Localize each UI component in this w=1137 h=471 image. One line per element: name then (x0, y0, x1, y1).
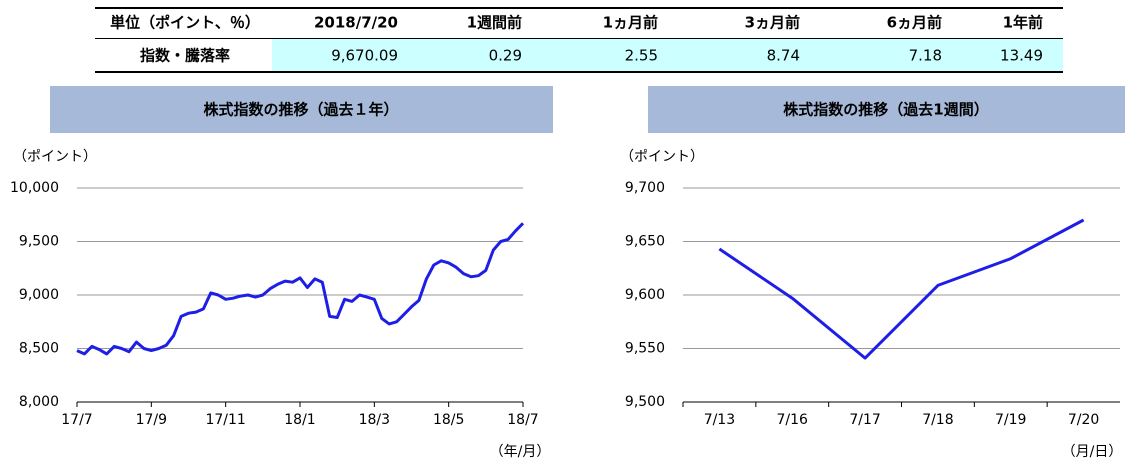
summary-table: 単位（ポイント、％） 2018/7/20 1週間前 1ヵ月前 3ヵ月前 6ヵ月前 1年前指数… (95, 7, 1063, 73)
y-axis-label: （ポイント） (13, 149, 97, 165)
row-label: 単位（ポイント、％） (110, 14, 260, 32)
y-tick-label: 9,700 (625, 180, 665, 196)
row-label: 指数・騰落率 (140, 47, 230, 65)
table-cell: 1ヵ月前 (603, 14, 658, 32)
chart-title: 株式指数の推移（過去1週間） (783, 101, 988, 119)
y-tick-label: 9,000 (19, 287, 59, 303)
x-tick-label: 7/19 (995, 412, 1026, 428)
y-axis-label: （ポイント） (620, 149, 704, 165)
table-cell: 8.74 (767, 47, 800, 65)
chart-title-box (648, 86, 1125, 133)
y-tick-label: 10,000 (10, 180, 59, 196)
x-tick-label: 7/13 (704, 412, 735, 428)
data-line (76, 222, 525, 356)
y-tick-label: 9,650 (625, 234, 665, 250)
y-tick-label: 8,000 (19, 394, 59, 410)
table-cell: 3ヵ月前 (745, 14, 800, 32)
x-tick-label: 18/5 (433, 412, 464, 428)
x-tick-label: 18/1 (284, 412, 315, 428)
table-cell: 1週間前 (467, 14, 522, 32)
chart-title-box (50, 86, 553, 133)
x-tick-label: 18/7 (507, 412, 538, 428)
x-tick-label: 7/16 (777, 412, 809, 428)
x-tick-label: 7/20 (1068, 412, 1099, 428)
x-tick-label: 17/11 (205, 412, 245, 428)
y-tick-label: 9,500 (625, 394, 665, 410)
chart-title: 株式指数の推移（過去１年） (203, 101, 398, 119)
y-tick-label: 9,500 (19, 234, 59, 250)
y-tick-label: 9,600 (625, 287, 665, 303)
table-cell: 7.18 (909, 47, 942, 65)
data-line (718, 218, 1085, 360)
table-cell: 6ヵ月前 (887, 14, 942, 32)
y-tick-label: 8,500 (19, 341, 59, 357)
value-cells (272, 39, 1063, 72)
x-axis-label: （月/日） (1062, 444, 1123, 460)
table-cell: 2018/7/20 (314, 14, 398, 32)
x-tick-label: 7/17 (849, 412, 880, 428)
table-cell: 2.55 (625, 47, 658, 65)
table-cell: 13.49 (1000, 47, 1043, 65)
table-cell: 1年前 (1003, 14, 1043, 32)
table-cell: 0.29 (489, 47, 522, 65)
x-tick-label: 17/9 (136, 412, 167, 428)
x-axis-label: （年/月） (490, 444, 551, 460)
x-tick-label: 7/18 (922, 412, 953, 428)
table-cell: 9,670.09 (331, 47, 398, 65)
y-tick-label: 9,550 (625, 341, 665, 357)
x-tick-label: 18/3 (359, 412, 390, 428)
x-tick-label: 17/7 (61, 412, 92, 428)
